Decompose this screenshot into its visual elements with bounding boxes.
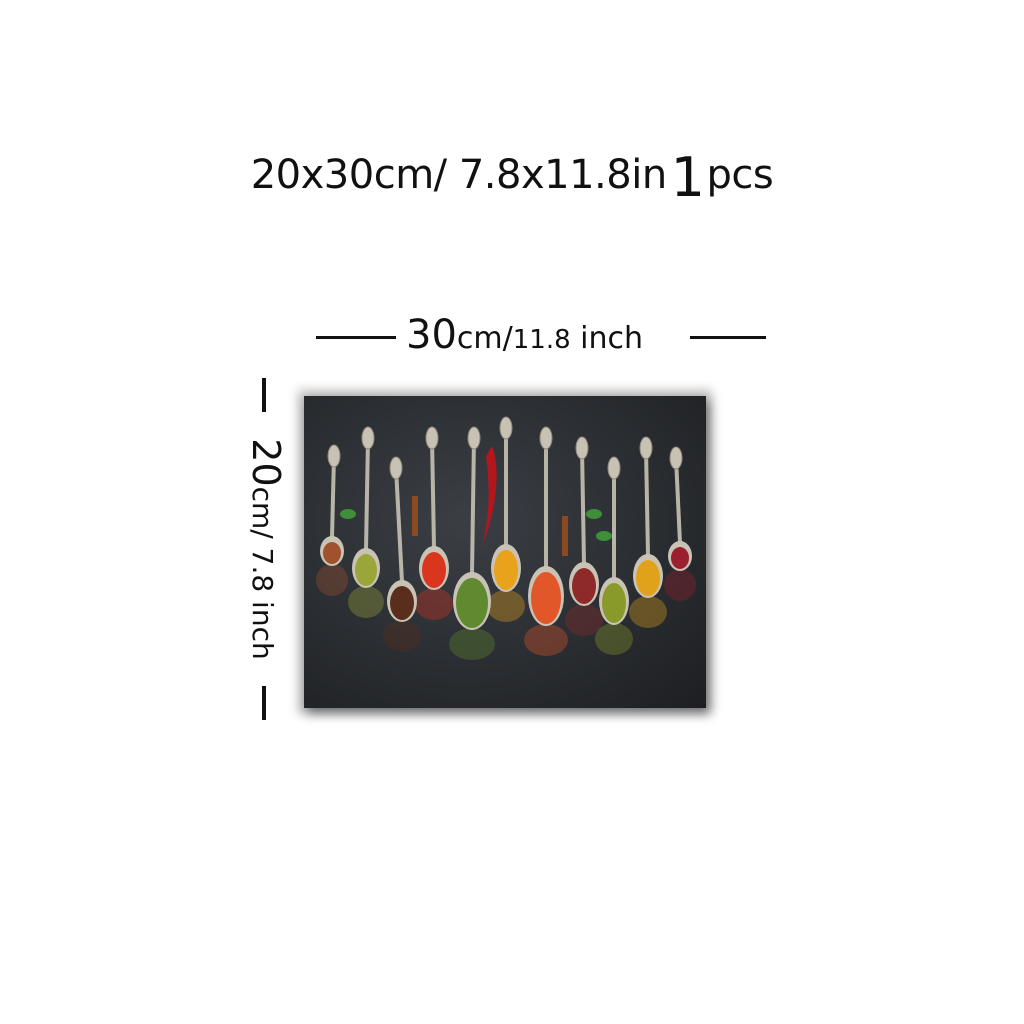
spice-spill — [595, 623, 633, 655]
spice-spoon — [569, 436, 599, 606]
quantity-number: 1 — [670, 146, 705, 209]
spice-spill — [348, 586, 384, 618]
spice-spill — [415, 588, 453, 620]
spice-spoon — [633, 436, 663, 598]
spice-spill — [449, 628, 495, 660]
spice-spoon — [419, 426, 449, 590]
chili-pepper — [482, 446, 497, 546]
spice-spill — [316, 564, 348, 596]
spice-spill — [487, 590, 525, 622]
canvas-print-image — [304, 396, 706, 708]
height-unit: cm/ 7.8 inch — [246, 486, 279, 660]
spice-spoon — [387, 456, 417, 622]
herb-leaf — [596, 531, 612, 541]
height-dimension-label: 20cm/ 7.8 inch — [244, 438, 288, 659]
width-dimension-line-left — [316, 336, 396, 339]
cinnamon-stick — [412, 496, 418, 536]
spice-spill — [664, 569, 696, 601]
height-dimension-tick-top — [262, 378, 266, 412]
width-dimension-line-right — [690, 336, 766, 339]
spice-spill — [383, 620, 421, 652]
spice-spoon — [668, 446, 692, 571]
spice-spoon — [599, 456, 629, 625]
size-quantity-headline: 20x30cm/ 7.8x11.8in1pcs — [0, 138, 1024, 209]
spice-spill — [629, 596, 667, 628]
spice-spoon — [453, 426, 491, 630]
spice-spoon — [528, 426, 564, 626]
width-dimension-label: 30cm/11.8 inch — [406, 312, 643, 358]
spice-spoon — [352, 426, 380, 588]
height-dimension-tick-bottom — [262, 686, 266, 720]
height-dimension: 20cm/ 7.8 inch — [236, 378, 296, 720]
width-value: 30 — [406, 312, 457, 358]
spice-spill — [524, 624, 568, 656]
width-inch-value: 11.8 — [512, 325, 571, 355]
width-dimension: 30cm/11.8 inch — [316, 312, 766, 362]
spice-spill — [565, 604, 603, 636]
quantity-unit: pcs — [706, 152, 774, 198]
cinnamon-stick — [562, 516, 568, 556]
height-value: 20 — [244, 438, 288, 487]
herb-leaf — [340, 509, 356, 519]
spice-spoon — [320, 444, 344, 566]
size-text: 20x30cm/ 7.8x11.8in — [250, 152, 667, 198]
herb-leaf — [586, 509, 602, 519]
spice-spoons-illustration — [316, 416, 696, 660]
spice-spoon — [491, 416, 521, 592]
width-inch-unit: inch — [570, 321, 644, 356]
width-unit: cm/ — [456, 321, 513, 356]
